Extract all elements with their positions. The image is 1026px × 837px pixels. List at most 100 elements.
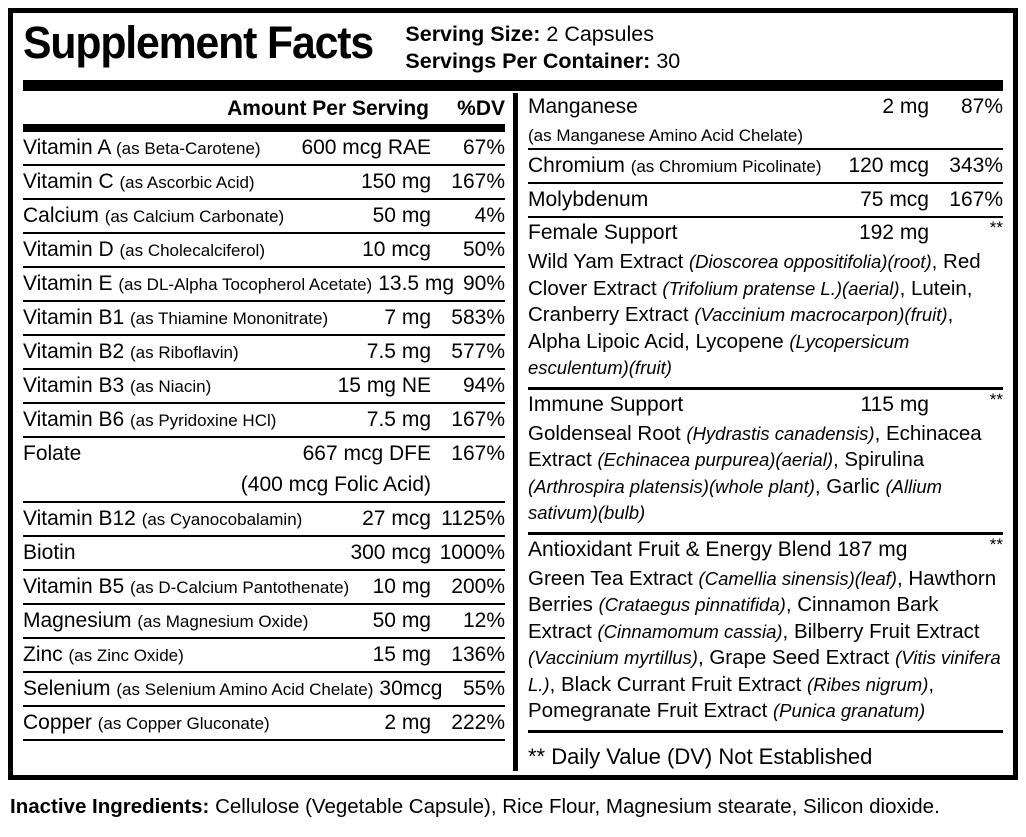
nutrient-amount: 75 mcg — [860, 188, 929, 211]
table-row: Molybdenum 75 mcg 167% — [528, 184, 1003, 218]
nutrient-percent-dv: 167% — [451, 408, 505, 431]
serving-size-value: 2 Capsules — [546, 22, 654, 46]
nutrient-percent-dv: 136% — [451, 643, 505, 666]
nutrient-name: Chromium (as Chromium Picolinate) — [528, 154, 822, 177]
nutrient-source: (as Cholecalciferol) — [119, 241, 265, 260]
servings-per-container-value: 30 — [656, 49, 681, 73]
facts-panel: Supplement Facts Serving Size: 2 Capsule… — [8, 8, 1018, 780]
nutrient-percent-dv: 90% — [462, 272, 505, 295]
left-header-rule — [23, 124, 505, 132]
latin-name: (Arthrospira platensis)(whole plant) — [528, 475, 815, 497]
table-row: Manganese 2 mg 87% (as Manganese Amino Aci… — [528, 91, 1003, 150]
nutrient-name: Vitamin A (as Beta-Carotene) — [23, 136, 261, 159]
nutrient-name: Vitamin B6 (as Pyridoxine HCl) — [23, 408, 277, 431]
latin-name: (Hydrastis canadensis) — [686, 422, 875, 444]
nutrient-amount: 15 mg — [372, 643, 431, 666]
nutrient-source: (as Niacin) — [130, 377, 212, 396]
latin-name: (Ribes nigrum) — [807, 673, 929, 695]
latin-name: (Cinnamomum cassia) — [597, 620, 783, 642]
table-row: Vitamin C (as Ascorbic Acid) 150 mg 167% — [23, 166, 505, 200]
nutrient-row: Vitamin B12 (as Cyanocobalamin) 27 mcg 112… — [23, 503, 505, 537]
nutrient-row: Chromium (as Chromium Picolinate) 120 mcg… — [528, 150, 1003, 184]
nutrient-amount: 600 mcg RAE — [301, 136, 431, 159]
nutrient-percent-dv: 12% — [462, 609, 505, 632]
nutrient-percent-dv: 94% — [462, 374, 505, 397]
latin-name: (Trifolium pratense L.)(aerial) — [662, 277, 900, 299]
nutrient-row: Molybdenum 75 mcg 167% — [528, 184, 1003, 218]
table-row: Vitamin A (as Beta-Carotene) 600 mcg RAE 6… — [23, 132, 505, 166]
nutrient-source: (as Ascorbic Acid) — [119, 173, 255, 192]
table-row: Magnesium (as Magnesium Oxide) 50 mg 12% — [23, 605, 505, 639]
nutrient-name: Manganese — [528, 95, 638, 118]
blend-amount: 192 mg — [858, 221, 929, 244]
nutrient-name: Vitamin D (as Cholecalciferol) — [23, 238, 265, 261]
blend-ingredients: Wild Yam Extract (Dioscorea oppositifoli… — [528, 248, 1003, 390]
table-row: Vitamin B1 (as Thiamine Mononitrate) 7 mg… — [23, 302, 505, 336]
nutrient-amount: 27 mcg — [362, 507, 431, 530]
table-row: Vitamin E (as DL-Alpha Tocopherol Acetat… — [23, 268, 505, 302]
servings-per-container-label: Servings Per Container: — [405, 49, 651, 73]
nutrient-amount: 50 mg — [372, 609, 431, 632]
nutrient-source: (as Pyridoxine HCl) — [130, 411, 277, 430]
nutrient-name: Zinc (as Zinc Oxide) — [23, 643, 184, 666]
blend-ingredients: Green Tea Extract (Camellia sinensis)(le… — [528, 565, 1003, 733]
nutrient-source: (as Calcium Carbonate) — [104, 207, 285, 226]
table-row: Vitamin B5 (as D-Calcium Pantothenate) 10… — [23, 571, 505, 605]
nutrient-amount: 7.5 mg — [366, 408, 431, 431]
latin-name: (Camellia sinensis)(leaf) — [698, 567, 897, 589]
nutrient-name: Folate — [23, 442, 82, 465]
blend-percent-dv: ** — [989, 389, 1003, 409]
nutrient-amount: 7 mg — [384, 306, 431, 329]
nutrient-name: Vitamin B3 (as Niacin) — [23, 374, 212, 397]
nutrient-source: (as Beta-Carotene) — [116, 139, 261, 158]
nutrient-row: Vitamin D (as Cholecalciferol) 10 mcg 50% — [23, 234, 505, 268]
nutrient-amount: 15 mg NE — [337, 374, 431, 397]
right-column: Manganese 2 mg 87% (as Manganese Amino Aci… — [518, 91, 1003, 775]
title-rule — [23, 80, 1003, 91]
nutrient-row: Folate 667 mcg DFE 167% — [23, 438, 505, 472]
nutrient-row: Vitamin A (as Beta-Carotene) 600 mcg RAE 6… — [23, 132, 505, 166]
nutrient-percent-dv: 343% — [949, 154, 1003, 177]
inactive-ingredients-value: Cellulose (Vegetable Capsule), Rice Flou… — [215, 795, 940, 818]
blend-percent-dv: ** — [989, 534, 1003, 554]
nutrient-source: (as Riboflavin) — [130, 343, 239, 362]
nutrient-amount-subline: (400 mcg Folic Acid) — [240, 473, 431, 496]
nutrient-percent-dv: 222% — [451, 711, 505, 734]
nutrient-name: Molybdenum — [528, 188, 649, 211]
nutrient-row: Vitamin B6 (as Pyridoxine HCl) 7.5 mg 167% — [23, 404, 505, 438]
blend-header: Immune Support 115 mg ** — [528, 390, 1003, 420]
dv-footnote: ** Daily Value (DV) Not Established — [528, 743, 873, 769]
nutrient-row: Vitamin C (as Ascorbic Acid) 150 mg 167% — [23, 166, 505, 200]
nutrient-amount: 2 mg — [882, 95, 929, 118]
nutrient-name: Calcium (as Calcium Carbonate) — [23, 204, 285, 227]
table-row: Copper (as Copper Gluconate) 2 mg 222% — [23, 707, 505, 741]
nutrient-source: (as Zinc Oxide) — [68, 646, 184, 665]
serving-info: Serving Size: 2 Capsules Servings Per Co… — [405, 17, 680, 75]
nutrient-name: Vitamin C (as Ascorbic Acid) — [23, 170, 255, 193]
nutrient-amount: 50 mg — [372, 204, 431, 227]
table-row: Vitamin B6 (as Pyridoxine HCl) 7.5 mg 167% — [23, 404, 505, 438]
amount-per-serving-header: Amount Per Serving — [227, 97, 429, 120]
table-row: Chromium (as Chromium Picolinate) 120 mcg… — [528, 150, 1003, 184]
left-nutrient-rows: Vitamin A (as Beta-Carotene) 600 mcg RAE 6… — [23, 132, 505, 741]
nutrient-source-second-line: (as Manganese Amino Acid Chelate) — [528, 126, 803, 145]
nutrient-amount: 7.5 mg — [366, 340, 431, 363]
nutrient-amount: 10 mg — [372, 575, 431, 598]
proprietary-blends: Female Support 192 mg ** Wild Yam Extract (… — [528, 218, 1003, 733]
nutrient-percent-dv: 167% — [949, 188, 1003, 211]
latin-name: (Punica granatum) — [772, 700, 926, 721]
table-row: Vitamin D (as Cholecalciferol) 10 mcg 50% — [23, 234, 505, 268]
left-column-header: Amount Per Serving %DV — [23, 91, 505, 124]
nutrient-name: Vitamin B2 (as Riboflavin) — [23, 340, 239, 363]
nutrient-row: Calcium (as Calcium Carbonate) 50 mg 4% — [23, 200, 505, 234]
table-row: Vitamin B12 (as Cyanocobalamin) 27 mcg 112… — [23, 503, 505, 537]
servings-per-container-line: Servings Per Container: 30 — [405, 48, 680, 75]
nutrient-source: (as Selenium Amino Acid Chelate) — [116, 680, 374, 699]
latin-name: (Echinacea purpurea)(aerial) — [597, 449, 833, 470]
nutrient-row: Manganese 2 mg 87% — [528, 91, 1003, 125]
latin-name: (Vaccinium macrocarpon)(fruit) — [694, 304, 948, 325]
nutrient-row: Magnesium (as Magnesium Oxide) 50 mg 12% — [23, 605, 505, 639]
nutrient-source: (as Thiamine Mononitrate) — [130, 309, 329, 328]
nutrient-percent-dv: 67% — [462, 136, 505, 159]
